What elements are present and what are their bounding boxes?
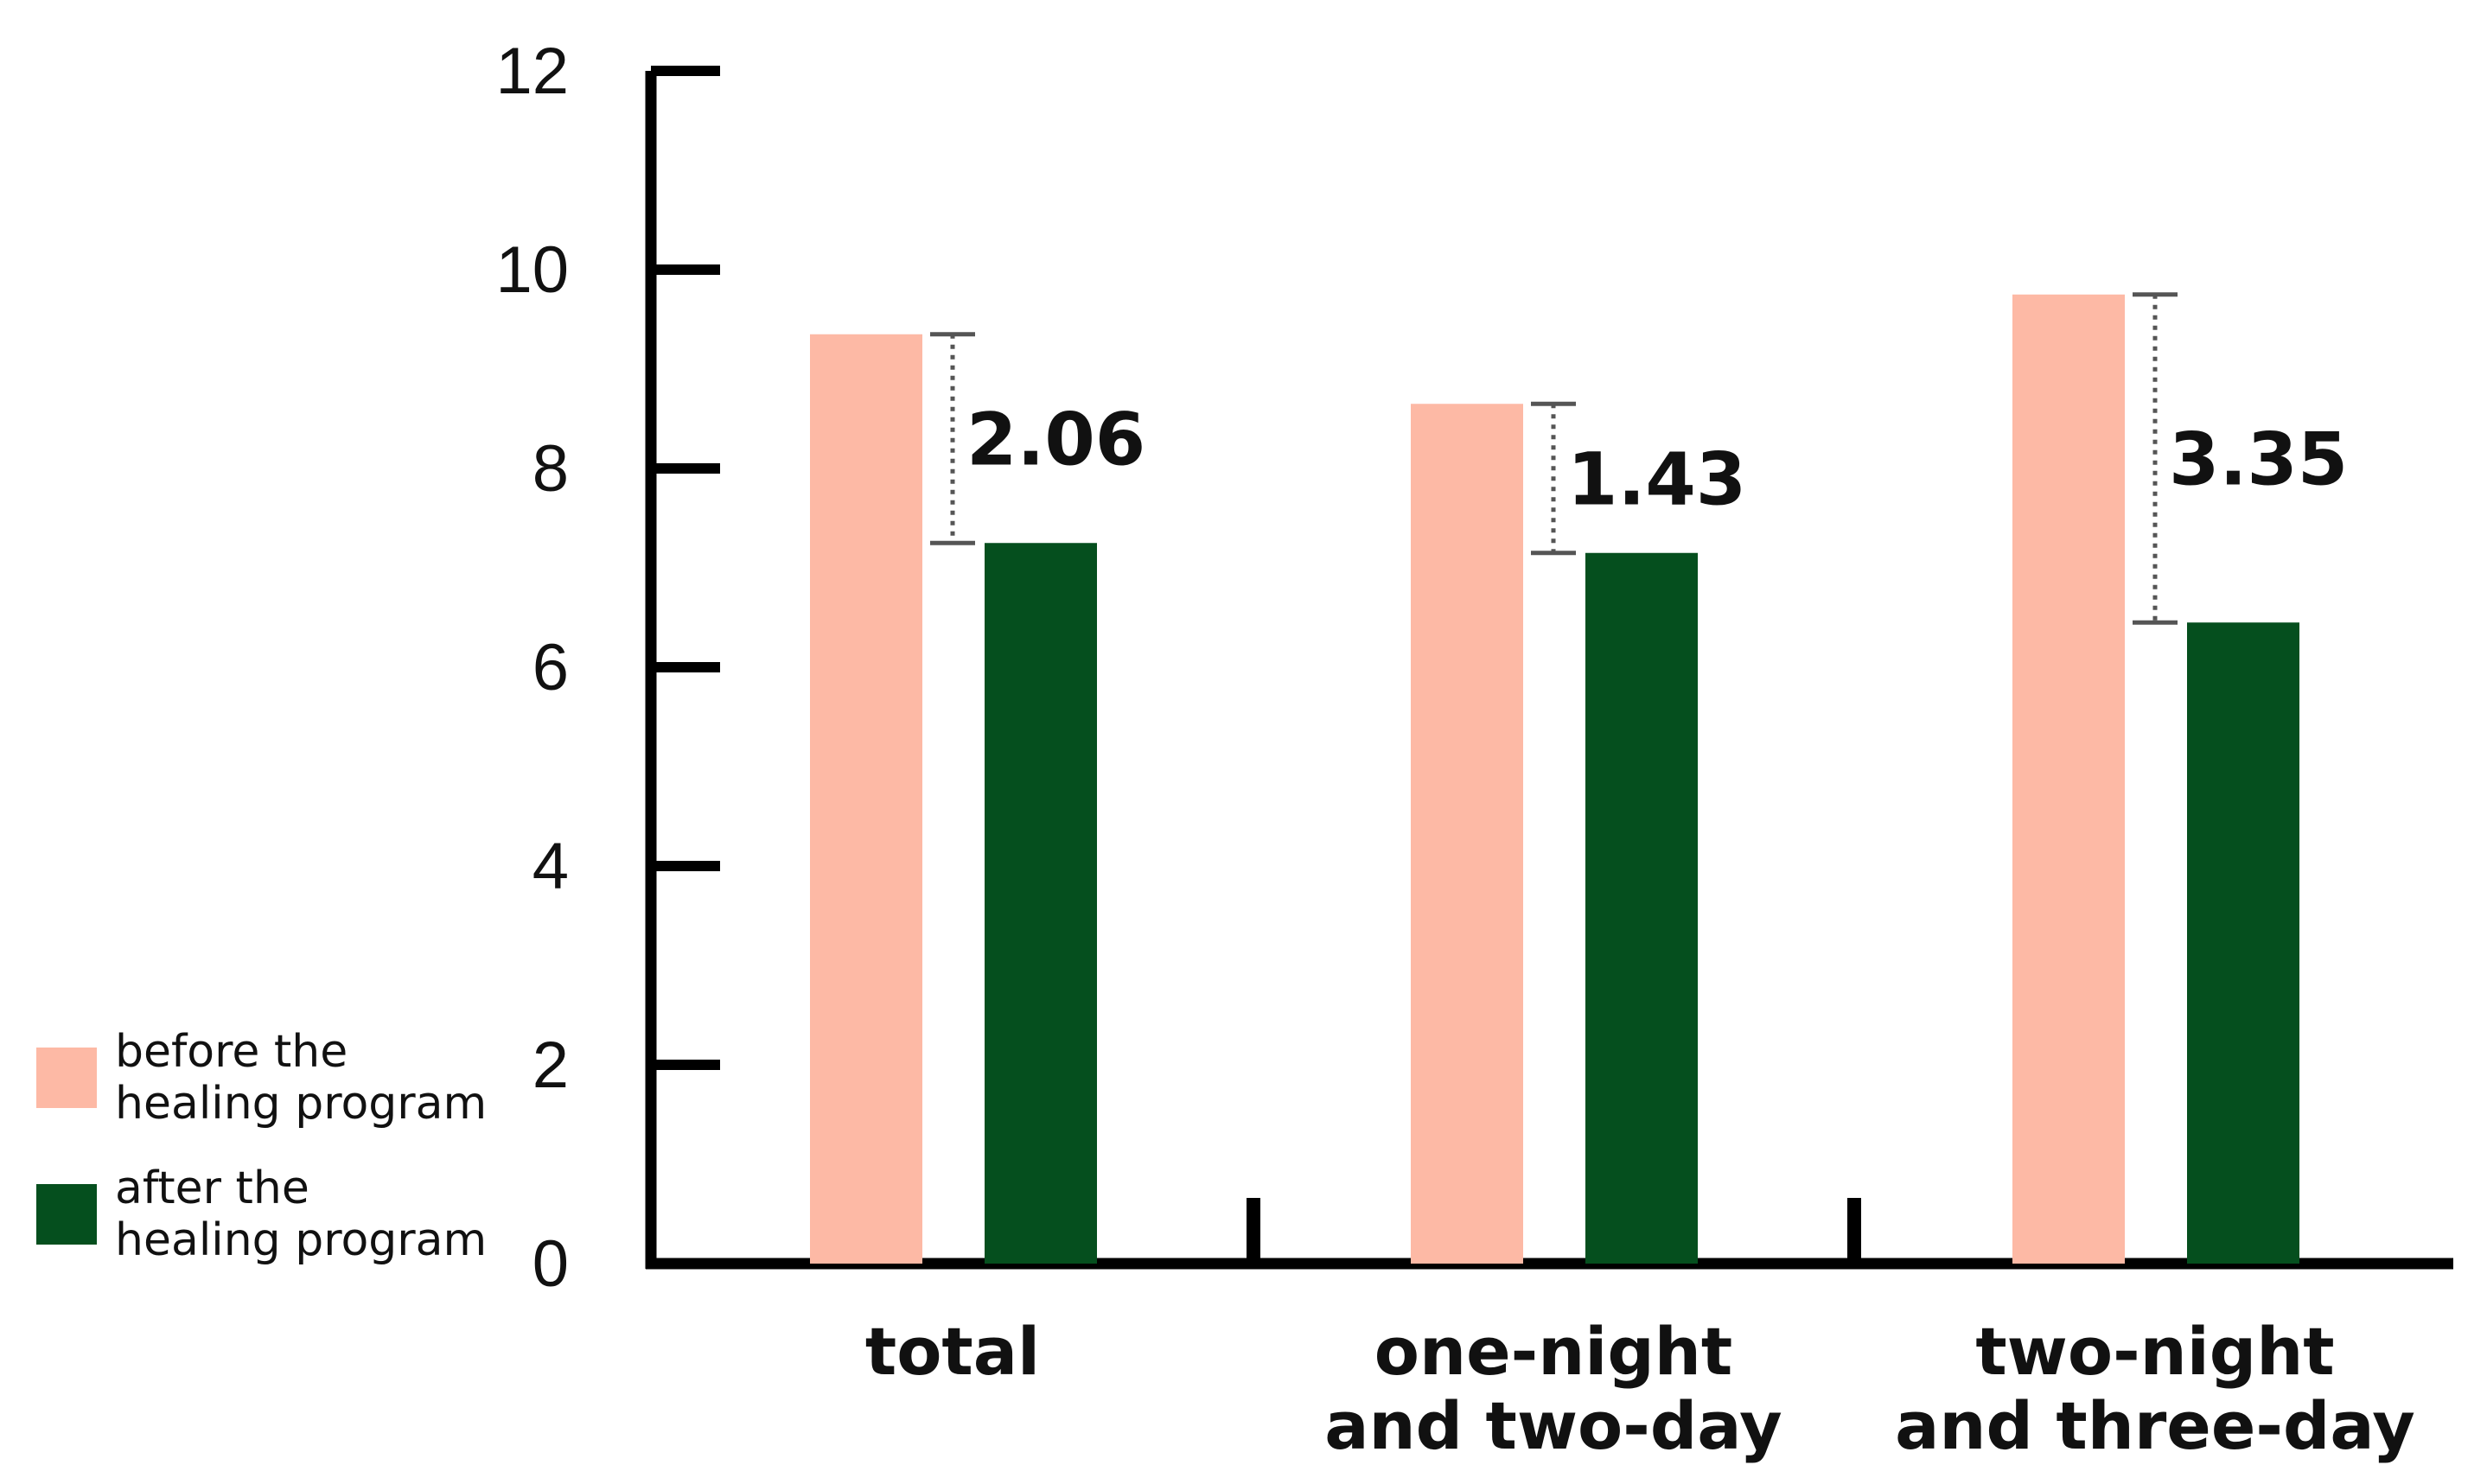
y-tick-label: 0 xyxy=(532,1227,569,1301)
category-label: one-night xyxy=(1374,1313,1732,1390)
legend-label: healing program xyxy=(115,1078,487,1130)
category-label: two-night xyxy=(1975,1313,2334,1390)
bar-before xyxy=(1411,404,1523,1264)
bar-before xyxy=(2012,294,2125,1264)
legend-swatch xyxy=(36,1048,97,1108)
legend-label: healing program xyxy=(115,1214,487,1266)
y-tick-label: 2 xyxy=(532,1029,569,1102)
difference-label: 1.43 xyxy=(1567,437,1746,522)
category-label: and three-day xyxy=(1895,1387,2415,1464)
bar-after xyxy=(1585,552,1698,1264)
difference-label: 2.06 xyxy=(966,398,1145,482)
category-label: total xyxy=(865,1313,1040,1390)
difference-label: 3.35 xyxy=(2169,417,2348,502)
y-tick-label: 4 xyxy=(532,830,569,903)
y-tick-label: 10 xyxy=(495,233,569,307)
y-tick-label: 8 xyxy=(532,432,569,506)
bars xyxy=(810,294,2299,1264)
axes: 0 2 4 6 8 10 12 xyxy=(495,35,2453,1301)
bar-after xyxy=(985,543,1097,1264)
difference-annotations: 2.06 1.43 3.35 xyxy=(930,292,2348,625)
y-tick-label: 6 xyxy=(532,631,569,704)
legend-label: before the xyxy=(115,1026,348,1078)
legend-label: after the xyxy=(115,1162,309,1214)
bar-before xyxy=(810,334,922,1264)
y-tick-label: 12 xyxy=(495,35,569,108)
bar-after xyxy=(2187,622,2299,1264)
category-label: and two-day xyxy=(1324,1387,1782,1464)
legend-swatch xyxy=(36,1184,97,1245)
